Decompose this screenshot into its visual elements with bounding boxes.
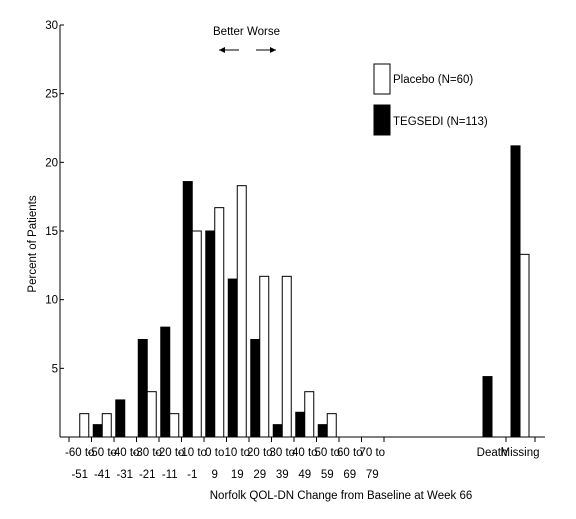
x-tick-label: 9: [212, 469, 218, 481]
better-label: Better: [213, 26, 244, 38]
bar-tegsedi: [227, 278, 238, 438]
legend-swatch-tegsedi: [373, 104, 391, 136]
x-tick-label: -50 to: [88, 447, 117, 459]
y-tick-label: 5: [52, 363, 58, 375]
bar-placebo: [281, 275, 292, 438]
x-tick-label: 70 to: [359, 447, 385, 459]
x-tick-label: 40 to: [292, 447, 318, 459]
x-tick-labels-group: -60 to -51-50 to -41 -40 to -31-30 to -21 -20 …: [65, 447, 539, 481]
x-tick-label: Missing: [501, 447, 540, 459]
x-tick-label: 60 to: [337, 447, 363, 459]
x-tick-label: 0 to: [205, 447, 224, 459]
x-tick-label: 59: [321, 469, 334, 481]
bar-tegsedi: [205, 230, 216, 438]
bar-tegsedi: [482, 376, 493, 438]
bar-placebo: [191, 230, 202, 438]
legend-label-placebo: Placebo (N=60): [393, 74, 473, 86]
x-tick-label: 69: [343, 469, 356, 481]
bar-placebo: [236, 185, 247, 438]
left-arrow-head-icon: [219, 47, 225, 53]
x-tick-label: 30 to: [269, 447, 295, 459]
x-axis-title: Norfolk QOL-DN Change from Baseline at W…: [210, 490, 472, 502]
bar-tegsedi: [510, 145, 521, 438]
x-tick-label: -40 to: [110, 447, 139, 459]
bar-tegsedi: [92, 424, 103, 438]
x-tick-label: 20 to: [247, 447, 273, 459]
x-tick-label: -51: [71, 469, 88, 481]
x-tick-label: Death: [477, 447, 508, 459]
bar-placebo: [259, 275, 270, 438]
x-tick-label: 49: [298, 469, 311, 481]
x-tick-label: -10 to: [178, 447, 207, 459]
right-arrow-head-icon: [270, 47, 276, 53]
y-tick-label: 25: [45, 89, 58, 101]
bar-tegsedi: [272, 424, 283, 438]
x-tick-label: -41: [94, 469, 111, 481]
bar-placebo: [169, 413, 180, 438]
bar-tegsedi: [182, 181, 193, 438]
bar-tegsedi: [137, 338, 148, 438]
y-tick-label: 15: [45, 226, 58, 238]
bar-tegsedi: [115, 399, 126, 438]
bar-tegsedi: [317, 424, 328, 438]
x-tick-label: -21: [139, 469, 156, 481]
bar-placebo: [146, 391, 157, 438]
bar-placebo: [326, 413, 337, 438]
worse-label: Worse: [247, 26, 280, 38]
x-tick-label: -20 to: [155, 447, 184, 459]
legend: Placebo (N=60) TEGSEDI (N=113): [373, 63, 488, 136]
bar-tegsedi: [250, 338, 261, 438]
x-tick-label: 50 to: [314, 447, 340, 459]
bar-tegsedi: [160, 326, 171, 438]
y-tick-label: 10: [45, 295, 58, 307]
bar-placebo: [304, 391, 315, 438]
legend-label-tegsedi: TEGSEDI (N=113): [393, 116, 488, 128]
x-tick-label: 39: [276, 469, 289, 481]
x-tick-label: -30 to: [133, 447, 162, 459]
direction-annotation: Better Worse: [213, 26, 280, 53]
bar-placebo: [519, 253, 530, 438]
x-tick-label: -11: [162, 469, 178, 481]
x-tick-label: -31: [116, 469, 133, 481]
x-tick-label: -60 to: [65, 447, 94, 459]
axes-group: [59, 25, 545, 442]
bar-placebo: [79, 413, 90, 438]
bar-placebo: [214, 207, 225, 438]
x-tick-label: 79: [366, 469, 379, 481]
bars-group: [79, 145, 530, 438]
y-tick-label: 20: [45, 157, 58, 169]
y-axis-title: Percent of Patients: [27, 195, 39, 292]
y-ticks-group: 5 10 15 20 25 30: [45, 20, 64, 375]
legend-swatch-placebo: [373, 63, 391, 95]
bar-tegsedi: [295, 411, 306, 438]
bar-placebo: [101, 413, 112, 438]
x-tick-label: 19: [231, 469, 244, 481]
x-tick-label: 29: [253, 469, 266, 481]
y-tick-label: 30: [45, 20, 58, 32]
x-tick-label: -1: [187, 469, 197, 481]
x-tick-label: 10 to: [224, 447, 250, 459]
